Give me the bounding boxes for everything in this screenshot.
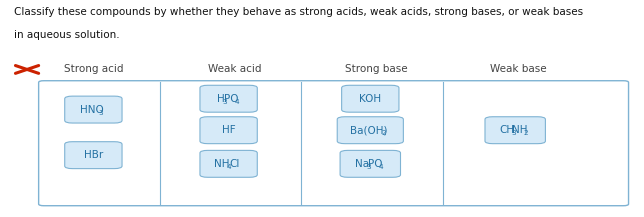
- Text: in aqueous solution.: in aqueous solution.: [14, 30, 120, 40]
- FancyBboxPatch shape: [341, 85, 399, 112]
- Text: HNO: HNO: [80, 105, 104, 115]
- Text: 4: 4: [226, 164, 231, 170]
- Text: Strong acid: Strong acid: [64, 64, 123, 74]
- Text: Cl: Cl: [230, 159, 240, 169]
- Text: Ba(OH): Ba(OH): [350, 125, 387, 135]
- FancyBboxPatch shape: [39, 81, 629, 206]
- Text: NH: NH: [214, 159, 230, 169]
- Text: 3: 3: [222, 99, 227, 105]
- Text: 4: 4: [379, 164, 384, 170]
- Text: HBr: HBr: [84, 150, 103, 160]
- Text: PO: PO: [368, 159, 382, 169]
- Text: Strong base: Strong base: [345, 64, 408, 74]
- FancyBboxPatch shape: [64, 96, 122, 123]
- FancyBboxPatch shape: [200, 150, 257, 177]
- Text: CH: CH: [500, 125, 515, 135]
- FancyBboxPatch shape: [200, 117, 257, 144]
- Text: NH: NH: [512, 125, 527, 135]
- Text: 3: 3: [366, 164, 371, 170]
- Text: 4: 4: [235, 99, 240, 105]
- Text: 2: 2: [524, 130, 529, 136]
- FancyBboxPatch shape: [485, 117, 545, 144]
- FancyBboxPatch shape: [64, 142, 122, 169]
- FancyBboxPatch shape: [337, 117, 403, 144]
- Text: 3: 3: [98, 110, 102, 116]
- Text: HF: HF: [222, 125, 236, 135]
- Text: Classify these compounds by whether they behave as strong acids, weak acids, str: Classify these compounds by whether they…: [14, 7, 583, 16]
- Text: Weak base: Weak base: [490, 64, 547, 74]
- FancyBboxPatch shape: [200, 85, 257, 112]
- Text: H: H: [216, 94, 224, 104]
- Text: Na: Na: [355, 159, 369, 169]
- Text: PO: PO: [223, 94, 238, 104]
- Text: Weak acid: Weak acid: [208, 64, 262, 74]
- Text: KOH: KOH: [359, 94, 381, 104]
- FancyBboxPatch shape: [340, 150, 401, 177]
- Text: 2: 2: [382, 130, 386, 136]
- Text: 3: 3: [511, 130, 516, 136]
